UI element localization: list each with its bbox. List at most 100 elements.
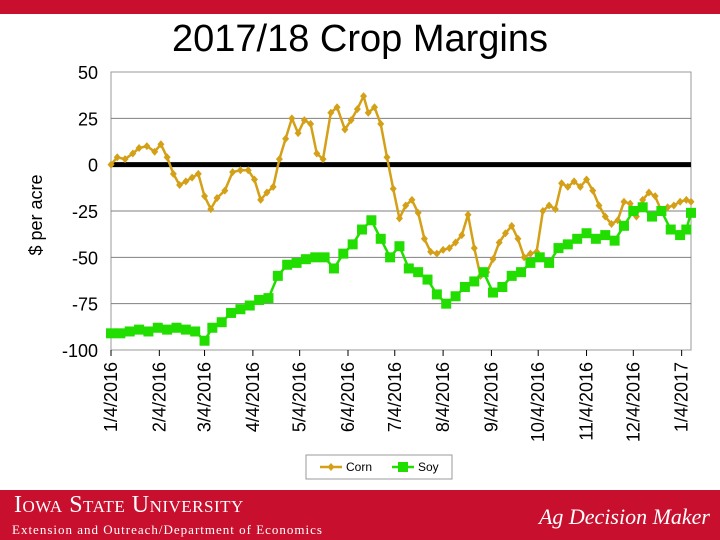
soy-point [282, 259, 293, 270]
corn-point [207, 205, 215, 214]
soy-point [422, 274, 433, 285]
corn-point [676, 197, 684, 206]
corn-point [595, 201, 603, 210]
y-axis-label: $ per acre [26, 174, 46, 255]
corn-point [294, 129, 302, 138]
corn-point [670, 201, 678, 210]
corn-point [221, 186, 229, 195]
corn-point [427, 247, 435, 256]
soy-point [686, 207, 696, 218]
brand-text: Ag Decision Maker [538, 504, 710, 529]
corn-point [163, 153, 171, 162]
soy-point [235, 304, 246, 315]
corn-point [275, 155, 283, 164]
soy-point [609, 235, 620, 246]
y-tick-label: 25 [78, 109, 98, 129]
soy-point [106, 328, 116, 339]
corn-point [464, 210, 472, 219]
corn-point [347, 116, 355, 125]
corn-point [433, 249, 441, 258]
soy-point [681, 224, 692, 235]
x-tick-label: 1/4/2016 [101, 362, 121, 432]
soy-point [272, 270, 283, 281]
corn-point [182, 177, 190, 186]
x-tick-label: 2/4/2016 [149, 362, 169, 432]
x-tick-label: 12/4/2016 [623, 362, 643, 442]
soy-point [319, 252, 330, 263]
soy-point [180, 324, 191, 335]
soy-point [226, 307, 237, 318]
corn-point [583, 175, 591, 184]
corn-point [300, 116, 308, 125]
corn-point [639, 195, 647, 204]
corn-point [470, 244, 478, 253]
soy-point [469, 276, 480, 287]
y-tick-label: -75 [72, 295, 98, 315]
corn-point [576, 182, 584, 191]
y-axis-ticks: 50 25 0 -25 -50 -75 -100 [62, 63, 98, 361]
corn-point [135, 143, 143, 152]
corn-point [377, 119, 385, 128]
soy-point [244, 300, 255, 311]
corn-point [370, 103, 378, 112]
y-tick-label: -25 [72, 202, 98, 222]
corn-point [269, 182, 277, 191]
corn-point [364, 108, 372, 117]
soy-point [441, 298, 452, 309]
corn-point [143, 142, 151, 151]
soy-point [152, 322, 163, 333]
corn-point [601, 212, 609, 221]
legend-corn-marker [327, 463, 335, 471]
corn-point [626, 199, 634, 208]
corn-point [551, 205, 559, 214]
legend-soy-label: Soy [418, 460, 439, 474]
corn-point [129, 149, 137, 158]
corn-point [420, 234, 428, 243]
corn-point [501, 229, 509, 238]
soy-point [487, 287, 498, 298]
soy-point [525, 257, 536, 268]
soy-point [394, 241, 405, 252]
soy-point [562, 239, 573, 250]
soy-point [637, 202, 648, 213]
corn-point [389, 184, 397, 193]
soy-point [124, 326, 135, 337]
corn-point [107, 160, 115, 169]
corn-point [439, 245, 447, 254]
corn-point [244, 166, 252, 175]
corn-point [452, 238, 460, 247]
corn-point [620, 197, 628, 206]
corn-point [257, 195, 265, 204]
soy-point [263, 293, 274, 304]
x-axis-ticks: 1/4/2016 2/4/2016 3/4/2016 4/4/2016 5/4/2016… [101, 350, 692, 442]
soy-point [478, 267, 489, 278]
soy-point [581, 228, 592, 239]
corn-point [402, 201, 410, 210]
soy-point [572, 233, 583, 244]
soy-point [618, 220, 629, 231]
crop-margins-chart: 50 25 0 -25 -50 -75 -100 1/4/2016 2/4/2016 3/4/2… [26, 63, 696, 480]
corn-point [353, 105, 361, 114]
soy-point [431, 289, 442, 300]
soy-point [328, 263, 339, 274]
gridlines [111, 117, 691, 305]
soy-point [497, 281, 508, 292]
soy-point [385, 252, 396, 263]
soy-point [675, 230, 686, 241]
soy-point [516, 267, 527, 278]
soy-point [647, 211, 658, 222]
soy-point [291, 257, 302, 268]
corn-point [514, 234, 522, 243]
soy-point [357, 224, 368, 235]
corn-point [327, 108, 335, 117]
x-tick-label: 7/4/2016 [385, 362, 405, 432]
soy-point [338, 248, 349, 259]
corn-point [545, 201, 553, 210]
soy-point [553, 243, 564, 254]
soy-point [310, 252, 321, 263]
corn-point [121, 155, 129, 164]
corn-point [176, 181, 184, 190]
soy-point [506, 270, 517, 281]
soy-point [254, 294, 265, 305]
x-tick-label: 4/4/2016 [243, 362, 263, 432]
